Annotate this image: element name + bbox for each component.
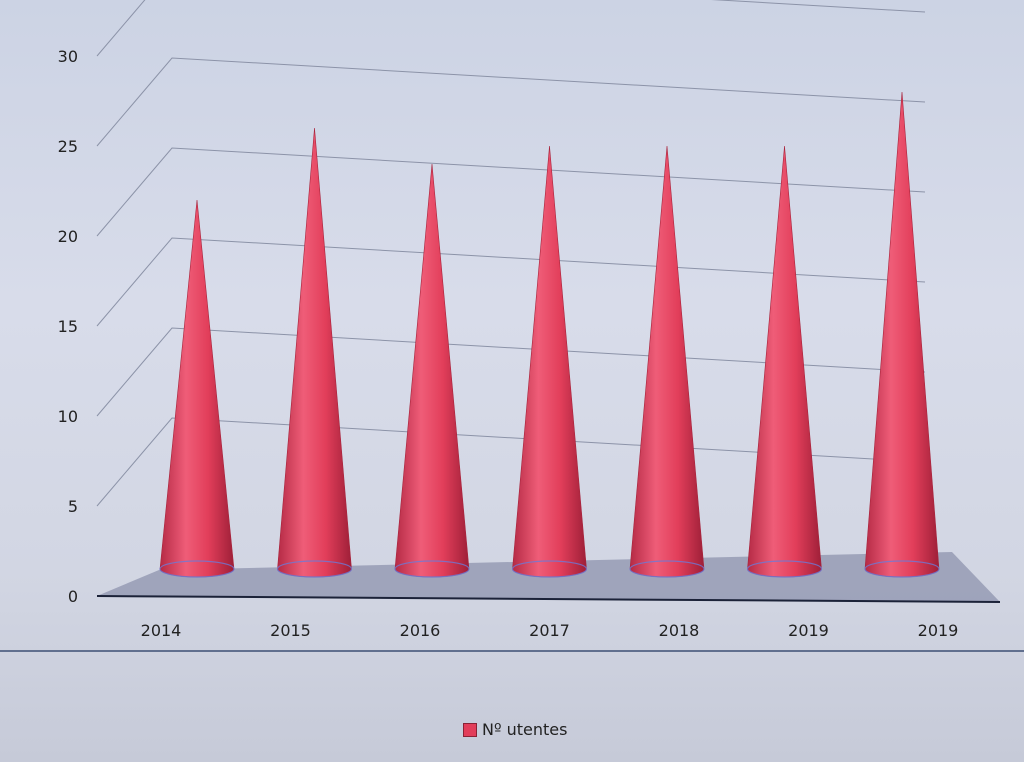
cone-base xyxy=(511,560,588,578)
cone-body xyxy=(864,91,940,578)
cone-base xyxy=(629,560,705,578)
cones xyxy=(159,91,940,578)
x-axis-ticks: 2014 2015 2016 2017 2018 2019 2019 xyxy=(141,621,959,640)
cone-body xyxy=(277,127,352,578)
cone-bar xyxy=(864,91,940,578)
y-tick-label: 15 xyxy=(58,317,78,336)
x-tick-label: 2014 xyxy=(141,621,182,640)
y-axis-ticks: 0 5 10 15 20 25 30 xyxy=(58,47,78,606)
cone-base xyxy=(394,560,470,578)
y-tick-label: 0 xyxy=(68,587,78,606)
x-axis-line xyxy=(96,595,1001,603)
cone-body xyxy=(512,145,587,578)
cone-bar xyxy=(159,199,235,578)
cone-body xyxy=(394,163,470,578)
cone-bar xyxy=(629,145,705,578)
legend-label: Nº utentes xyxy=(482,720,568,739)
y-tick-label: 5 xyxy=(68,497,78,516)
legend-swatch xyxy=(463,722,477,737)
x-tick-label: 2019 xyxy=(918,621,959,640)
cone-bar xyxy=(511,145,588,578)
gridline xyxy=(96,147,926,237)
x-tick-label: 2016 xyxy=(400,621,441,640)
cone-bar xyxy=(746,145,823,578)
y-tick-label: 10 xyxy=(58,407,78,426)
gridline xyxy=(96,57,926,147)
cone-body xyxy=(629,145,705,578)
y-tick-label: 25 xyxy=(58,137,78,156)
y-tick-label: 30 xyxy=(58,47,78,66)
cone-base xyxy=(864,560,940,578)
y-tick-label: 20 xyxy=(58,227,78,246)
gridline xyxy=(96,0,926,57)
cone-bar xyxy=(394,163,470,578)
x-tick-label: 2015 xyxy=(270,621,311,640)
gridline xyxy=(96,237,926,327)
x-tick-label: 2017 xyxy=(529,621,570,640)
legend: Nº utentes xyxy=(457,718,573,741)
cone-base xyxy=(276,560,353,578)
cone-bar xyxy=(276,127,353,578)
cone-body xyxy=(159,199,235,578)
x-tick-label: 2018 xyxy=(659,621,700,640)
cone-base xyxy=(746,560,823,578)
cone-body xyxy=(747,145,822,578)
cone-base xyxy=(159,560,235,578)
x-tick-label: 2019 xyxy=(788,621,829,640)
